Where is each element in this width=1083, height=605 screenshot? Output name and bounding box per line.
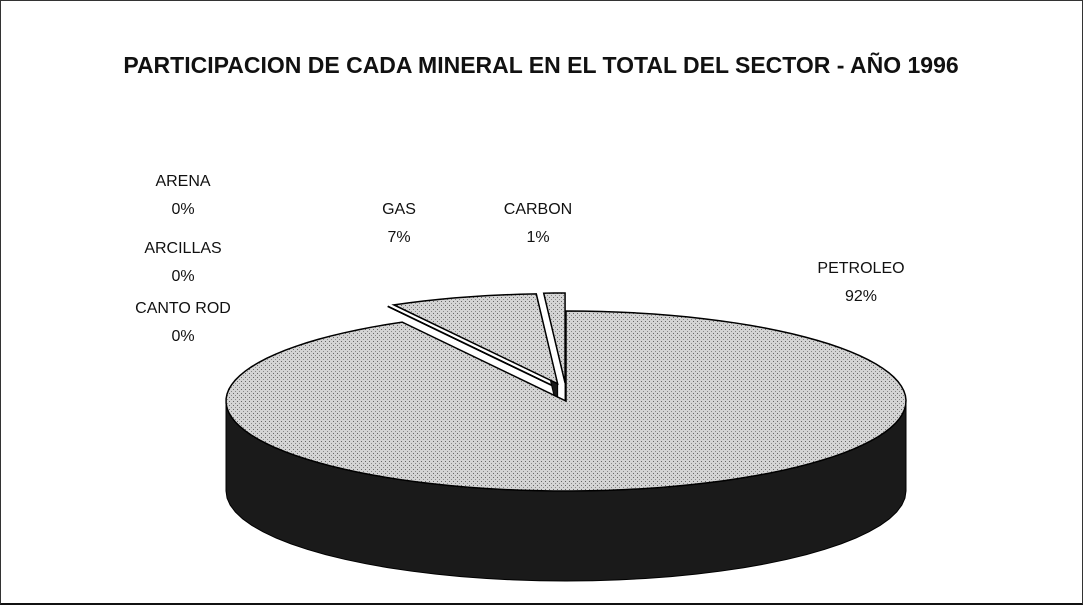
slice-value-label: 7% [387,229,410,246]
slice-label: PETROLEO [817,260,904,277]
slice-value-label: 0% [171,268,194,285]
slice [225,310,907,492]
slice-label: CANTO ROD [135,300,231,317]
slice-label: ARCILLAS [144,240,221,257]
slice [542,292,566,384]
slice [391,293,559,386]
slice-label: ARENA [155,173,210,190]
chart-title: PARTICIPACION DE CADA MINERAL EN EL TOTA… [123,52,959,78]
slice-value-label: 0% [171,201,194,218]
slice-value-label: 1% [526,229,549,246]
slice-label: GAS [382,201,416,218]
slice-label: CARBON [504,201,572,218]
slice-value-label: 92% [845,288,877,305]
slice-value-label: 0% [171,328,194,345]
